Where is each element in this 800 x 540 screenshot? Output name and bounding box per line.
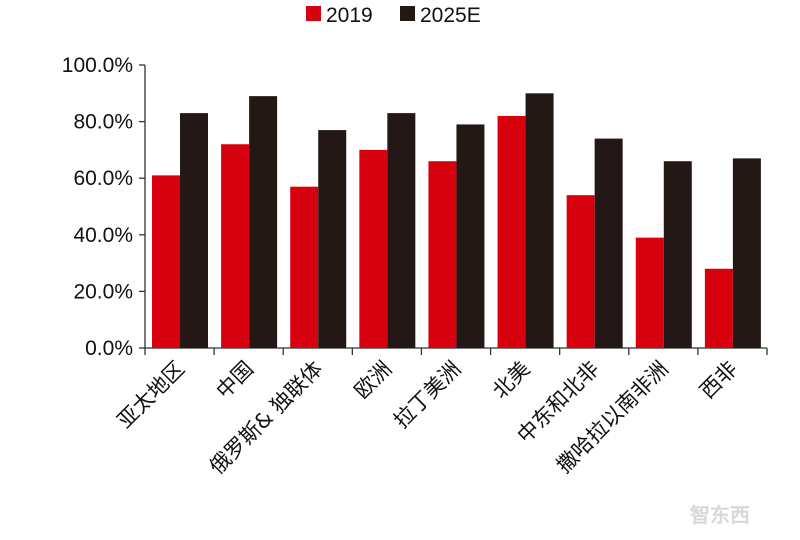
bar-2025E-1 bbox=[249, 96, 278, 348]
bar-2019-3 bbox=[359, 149, 388, 348]
legend: 2019 2025E bbox=[306, 4, 481, 27]
bar-2025E-8 bbox=[732, 158, 761, 348]
bar-2025E-5 bbox=[525, 93, 554, 348]
x-category-label: 中国 bbox=[212, 357, 259, 404]
x-category-label: 亚太地区 bbox=[113, 357, 189, 433]
x-category-label: 拉丁美洲 bbox=[389, 357, 465, 433]
bar-2025E-0 bbox=[180, 113, 208, 348]
bar-2025E-4 bbox=[456, 124, 485, 349]
y-tick-label: 20.0% bbox=[73, 280, 133, 303]
bar-2019-5 bbox=[497, 115, 526, 348]
bar-2019-6 bbox=[566, 195, 595, 348]
legend-swatch-2019 bbox=[306, 6, 321, 21]
bar-2025E-3 bbox=[387, 113, 416, 348]
x-category-label: 北美 bbox=[488, 357, 535, 404]
bar-2025E-7 bbox=[663, 161, 692, 348]
watermark-logo: 智东西 bbox=[690, 503, 750, 527]
y-tick-label: 80.0% bbox=[73, 111, 133, 134]
bar-2019-1 bbox=[221, 144, 250, 348]
bar-2025E-6 bbox=[594, 138, 623, 348]
bars bbox=[152, 93, 761, 349]
bar-2019-0 bbox=[152, 175, 180, 348]
x-category-label: 欧洲 bbox=[350, 357, 397, 404]
axes: 0.0% 20.0% 40.0% 60.0% 80.0% 100.0% bbox=[62, 54, 768, 360]
y-tick-label: 60.0% bbox=[73, 167, 133, 190]
bar-2025E-2 bbox=[318, 130, 347, 348]
legend-label-2019: 2019 bbox=[326, 4, 373, 27]
bar-2019-8 bbox=[704, 268, 733, 348]
x-category-label: 西非 bbox=[695, 357, 742, 404]
y-tick-label: 0.0% bbox=[85, 337, 133, 360]
bar-2019-4 bbox=[428, 161, 457, 348]
legend-label-2025E: 2025E bbox=[420, 4, 481, 27]
y-tick-label: 100.0% bbox=[62, 54, 133, 77]
bar-2019-2 bbox=[290, 186, 319, 348]
bar-2019-7 bbox=[635, 237, 664, 348]
y-tick-label: 40.0% bbox=[73, 224, 133, 247]
legend-swatch-2025E bbox=[400, 6, 415, 21]
